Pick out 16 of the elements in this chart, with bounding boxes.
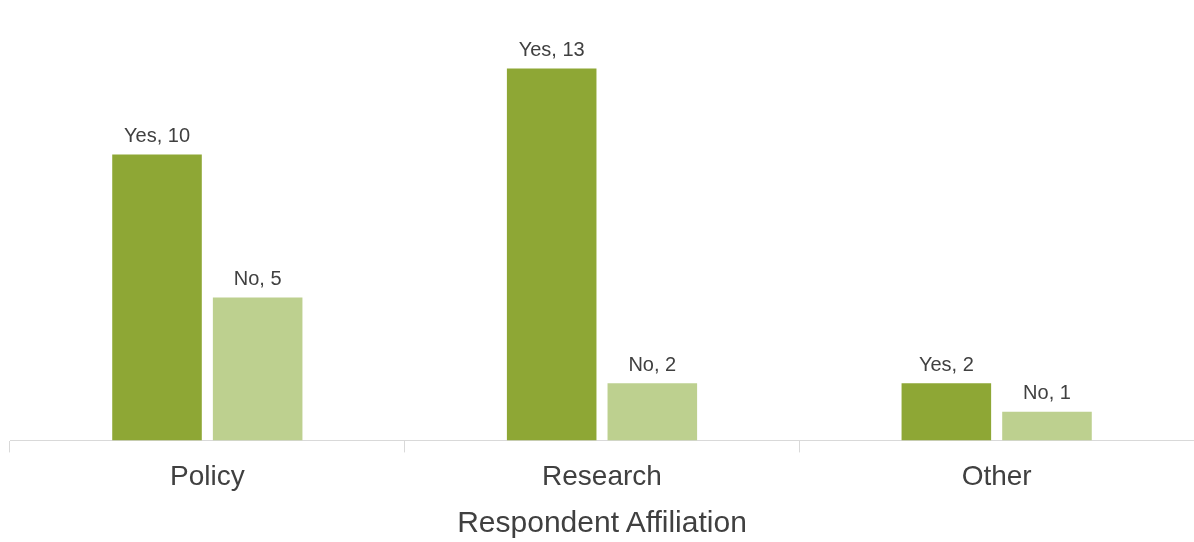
bar bbox=[506, 68, 597, 441]
data-label: No, 1 bbox=[1023, 381, 1071, 404]
data-label: No, 5 bbox=[233, 266, 282, 289]
data-label: Yes, 10 bbox=[124, 123, 191, 146]
data-label: No, 2 bbox=[628, 352, 677, 375]
x-tick-label: Other bbox=[961, 459, 1032, 491]
bar bbox=[607, 383, 698, 441]
bar bbox=[112, 154, 202, 441]
data-label: Yes, 13 bbox=[518, 38, 585, 61]
bar bbox=[1002, 411, 1092, 441]
bar bbox=[901, 383, 992, 441]
bar bbox=[212, 297, 303, 441]
x-axis-title: Respondent Affiliation bbox=[457, 505, 747, 539]
x-tick-label: Policy bbox=[169, 459, 245, 491]
data-label: Yes, 2 bbox=[918, 352, 974, 375]
x-tick-label: Research bbox=[542, 459, 662, 491]
